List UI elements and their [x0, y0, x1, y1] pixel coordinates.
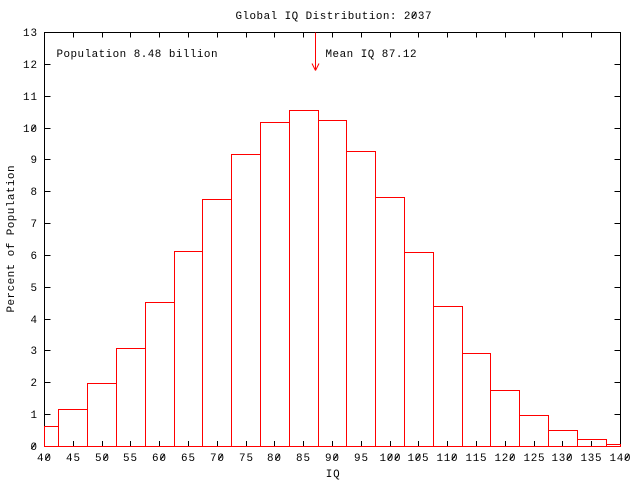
svg-text:8: 8: [30, 187, 37, 199]
svg-text:55: 55: [123, 453, 137, 465]
svg-text:0: 0: [30, 442, 37, 454]
svg-text:115: 115: [466, 453, 487, 465]
svg-text:90: 90: [325, 453, 339, 465]
svg-text:135: 135: [581, 453, 602, 465]
svg-text:Global IQ Distribution: 2037: Global IQ Distribution: 2037: [236, 11, 432, 23]
svg-text:120: 120: [495, 453, 516, 465]
svg-text:12: 12: [23, 60, 37, 72]
svg-text:Population 8.48 billion: Population 8.48 billion: [57, 49, 218, 61]
svg-text:130: 130: [552, 453, 573, 465]
svg-text:13: 13: [23, 28, 37, 40]
svg-text:105: 105: [408, 453, 429, 465]
svg-text:7: 7: [30, 219, 37, 231]
svg-text:5: 5: [30, 283, 37, 295]
svg-text:100: 100: [380, 453, 401, 465]
svg-text:4: 4: [30, 315, 37, 327]
svg-text:85: 85: [296, 453, 310, 465]
svg-text:80: 80: [267, 453, 281, 465]
svg-text:IQ: IQ: [326, 469, 340, 480]
svg-text:3: 3: [30, 346, 37, 358]
svg-text:95: 95: [354, 453, 368, 465]
svg-text:140: 140: [610, 453, 631, 465]
svg-text:110: 110: [437, 453, 458, 465]
svg-text:125: 125: [524, 453, 545, 465]
svg-text:65: 65: [181, 453, 195, 465]
svg-text:10: 10: [23, 124, 37, 136]
svg-text:6: 6: [30, 251, 37, 263]
svg-text:11: 11: [23, 92, 37, 104]
svg-text:60: 60: [152, 453, 166, 465]
svg-text:Mean IQ 87.12: Mean IQ 87.12: [326, 49, 417, 61]
svg-text:70: 70: [210, 453, 224, 465]
svg-text:40: 40: [37, 453, 51, 465]
svg-text:75: 75: [239, 453, 253, 465]
svg-text:1: 1: [30, 410, 37, 422]
svg-text:9: 9: [30, 155, 37, 167]
svg-text:45: 45: [66, 453, 80, 465]
svg-text:50: 50: [95, 453, 109, 465]
svg-text:Percent of Population: Percent of Population: [6, 166, 18, 313]
svg-text:2: 2: [30, 378, 37, 390]
